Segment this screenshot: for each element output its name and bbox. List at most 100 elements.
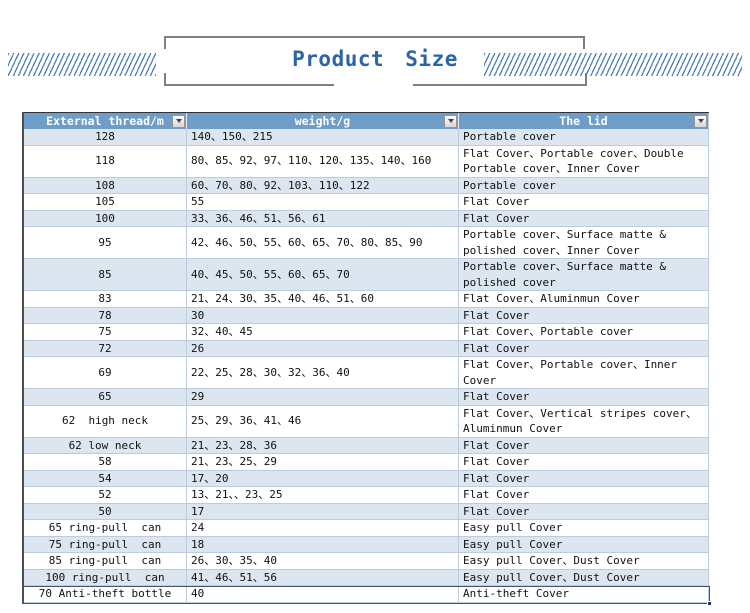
cell-lid[interactable]: Flat Cover、Vertical stripes cover、Alumin…	[459, 405, 709, 438]
cell-weight[interactable]: 40、45、50、55、60、65、70	[187, 259, 459, 291]
cell-weight[interactable]: 30	[187, 307, 459, 324]
cell-weight[interactable]: 21、23、25、29	[187, 454, 459, 471]
table-row: 52 13、21、、23、25 Flat Cover	[24, 487, 709, 504]
cell-weight[interactable]: 60、70、80、92、103、110、122	[187, 177, 459, 194]
cell-weight[interactable]: 17、20	[187, 470, 459, 487]
cell-lid[interactable]: Portable cover	[459, 129, 709, 146]
cell-lid[interactable]: Portable cover、Surface matte & polished …	[459, 259, 709, 291]
cell-weight[interactable]: 33、36、46、51、56、61	[187, 210, 459, 227]
cell-weight[interactable]: 40	[187, 586, 459, 603]
cell-weight[interactable]: 17	[187, 503, 459, 520]
cell-external-thread[interactable]: 58	[24, 454, 187, 471]
cell-weight[interactable]: 22、25、28、30、32、36、40	[187, 357, 459, 389]
cell-weight[interactable]: 21、23、28、36	[187, 437, 459, 454]
cell-weight[interactable]: 24	[187, 520, 459, 537]
table-row: 54 17、20 Flat Cover	[24, 470, 709, 487]
cell-external-thread[interactable]: 72	[24, 340, 187, 357]
cell-external-thread[interactable]: 70 Anti-theft bottle	[24, 586, 187, 603]
cell-weight[interactable]: 21、24、30、35、40、46、51、60	[187, 291, 459, 308]
cell-lid[interactable]: Flat Cover、Portable cover	[459, 324, 709, 341]
cell-lid[interactable]: Flat Cover	[459, 194, 709, 211]
cell-lid[interactable]: Flat Cover	[459, 503, 709, 520]
filter-button-lid[interactable]	[694, 114, 707, 128]
cell-weight[interactable]: 18	[187, 536, 459, 553]
cell-lid[interactable]: Flat Cover	[459, 470, 709, 487]
table-row: 62 low neck 21、23、28、36 Flat Cover	[24, 437, 709, 454]
cell-external-thread[interactable]: 62 low neck	[24, 437, 187, 454]
cell-external-thread[interactable]: 65 ring-pull can	[24, 520, 187, 537]
table-row: 85 40、45、50、55、60、65、70 Portable cover、S…	[24, 259, 709, 291]
cell-lid[interactable]: Anti-theft Cover	[459, 586, 709, 603]
cell-weight[interactable]: 26	[187, 340, 459, 357]
table-row: 100 33、36、46、51、56、61 Flat Cover	[24, 210, 709, 227]
cell-weight[interactable]: 25、29、36、41、46	[187, 405, 459, 438]
title-bracket-bottom-left	[164, 73, 334, 86]
table-row: 95 42、46、50、55、60、65、70、80、85、90 Portabl…	[24, 227, 709, 259]
cell-lid[interactable]: Flat Cover	[459, 210, 709, 227]
cell-external-thread[interactable]: 50	[24, 503, 187, 520]
fill-handle[interactable]	[707, 600, 712, 606]
cell-external-thread[interactable]: 100	[24, 210, 187, 227]
cell-lid[interactable]: Flat Cover	[459, 340, 709, 357]
cell-external-thread[interactable]: 100 ring-pull can	[24, 569, 187, 586]
column-header-external-thread[interactable]: External thread/m	[24, 113, 187, 129]
cell-lid[interactable]: Flat Cover	[459, 437, 709, 454]
cell-lid[interactable]: Easy pull Cover、Dust Cover	[459, 553, 709, 570]
cell-weight[interactable]: 13、21、、23、25	[187, 487, 459, 504]
filter-dropdown-icon	[447, 119, 454, 123]
cell-external-thread[interactable]: 105	[24, 194, 187, 211]
cell-weight[interactable]: 140、150、215	[187, 129, 459, 146]
cell-external-thread[interactable]: 85 ring-pull can	[24, 553, 187, 570]
table-row: 50 17 Flat Cover	[24, 503, 709, 520]
table-row: 100 ring-pull can 41、46、51、56 Easy pull …	[24, 569, 709, 586]
filter-button-weight[interactable]	[444, 114, 457, 128]
cell-external-thread[interactable]: 118	[24, 145, 187, 178]
cell-external-thread[interactable]: 54	[24, 470, 187, 487]
cell-external-thread[interactable]: 62 high neck	[24, 405, 187, 438]
cell-external-thread[interactable]: 69	[24, 357, 187, 389]
cell-weight[interactable]: 41、46、51、56	[187, 569, 459, 586]
filter-button-external-thread[interactable]	[172, 114, 185, 128]
table-row: 65 29 Flat Cover	[24, 389, 709, 406]
cell-weight[interactable]: 26、30、35、40	[187, 553, 459, 570]
table-row: 72 26 Flat Cover	[24, 340, 709, 357]
cell-lid[interactable]: Easy pull Cover	[459, 536, 709, 553]
table-row: 108 60、70、80、92、103、110、122 Portable cov…	[24, 177, 709, 194]
table-row: 65 ring-pull can 24 Easy pull Cover	[24, 520, 709, 537]
cell-external-thread[interactable]: 75 ring-pull can	[24, 536, 187, 553]
cell-external-thread[interactable]: 75	[24, 324, 187, 341]
table-body: 128 140、150、215 Portable cover 118 80、85…	[24, 129, 709, 603]
cell-external-thread[interactable]: 128	[24, 129, 187, 146]
cell-external-thread[interactable]: 52	[24, 487, 187, 504]
cell-lid[interactable]: Portable cover	[459, 177, 709, 194]
cell-external-thread[interactable]: 95	[24, 227, 187, 259]
cell-lid[interactable]: Easy pull Cover	[459, 520, 709, 537]
cell-weight[interactable]: 29	[187, 389, 459, 406]
cell-external-thread[interactable]: 65	[24, 389, 187, 406]
cell-lid[interactable]: Portable cover、Surface matte & polished …	[459, 227, 709, 259]
cell-lid[interactable]: Flat Cover、Portable cover、Inner Cover	[459, 357, 709, 389]
column-header-weight[interactable]: weight/g	[187, 113, 459, 129]
column-header-label: The lid	[559, 114, 608, 128]
cell-lid[interactable]: Flat Cover	[459, 307, 709, 324]
cell-weight[interactable]: 32、40、45	[187, 324, 459, 341]
cell-weight[interactable]: 80、85、92、97、110、120、135、140、160	[187, 145, 459, 178]
cell-lid[interactable]: Easy pull Cover、Dust Cover	[459, 569, 709, 586]
cell-external-thread[interactable]: 108	[24, 177, 187, 194]
cell-lid[interactable]: Flat Cover	[459, 454, 709, 471]
page-title: Product Size	[292, 47, 458, 71]
cell-external-thread[interactable]: 85	[24, 259, 187, 291]
cell-lid[interactable]: Flat Cover	[459, 487, 709, 504]
cell-lid[interactable]: Flat Cover	[459, 389, 709, 406]
cell-external-thread[interactable]: 83	[24, 291, 187, 308]
hatch-right-decoration	[484, 53, 742, 76]
cell-weight[interactable]: 55	[187, 194, 459, 211]
column-header-label: External thread/m	[46, 114, 164, 128]
title-bracket-top	[164, 36, 585, 49]
column-header-lid[interactable]: The lid	[459, 113, 709, 129]
cell-external-thread[interactable]: 78	[24, 307, 187, 324]
cell-weight[interactable]: 42、46、50、55、60、65、70、80、85、90	[187, 227, 459, 259]
cell-lid[interactable]: Flat Cover、Portable cover、Double Portabl…	[459, 145, 709, 178]
cell-lid[interactable]: Flat Cover、Aluminmun Cover	[459, 291, 709, 308]
